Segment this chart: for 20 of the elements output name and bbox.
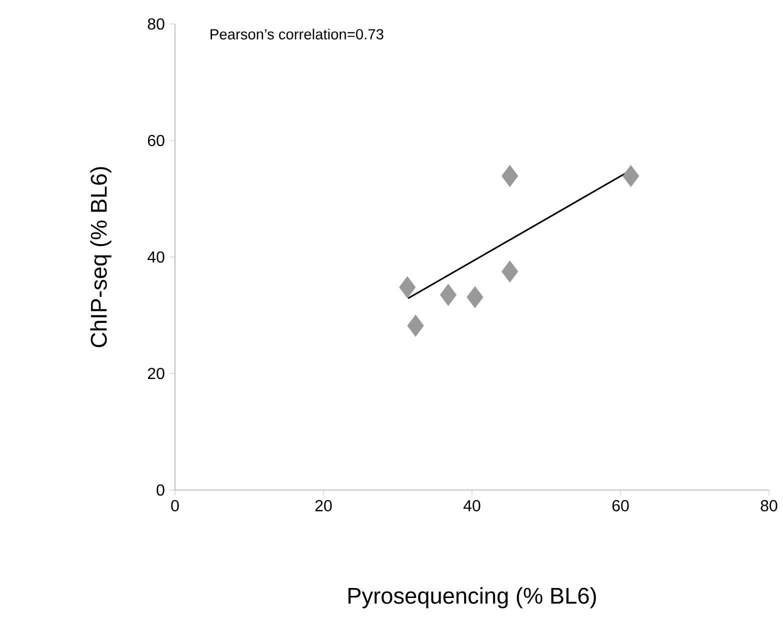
x-tick-label: 60: [612, 500, 629, 512]
point: [466, 286, 484, 308]
point: [440, 284, 457, 306]
point: [502, 165, 518, 187]
y-tick-label: 60: [148, 134, 164, 146]
point: [622, 165, 640, 187]
x-tick-label: 40: [463, 500, 480, 512]
point: [407, 314, 424, 337]
point: [502, 260, 518, 282]
x-tick-label: 0: [171, 500, 179, 512]
y-tick-label: 80: [148, 18, 164, 30]
y-tick-label: 0: [156, 484, 164, 496]
point: [399, 276, 416, 298]
x-axis-title: Pyrosequencing (% BL6): [348, 587, 596, 608]
y-axis-title: ChIP-seq (% BL6): [90, 167, 112, 348]
annotation: Pearson’s correlation=0.73: [210, 28, 384, 40]
x-tick-label: 20: [315, 500, 332, 512]
y-tick-label: 40: [148, 251, 164, 263]
x-tick-label: 80: [760, 500, 778, 512]
y-tick-label: 20: [148, 368, 164, 380]
